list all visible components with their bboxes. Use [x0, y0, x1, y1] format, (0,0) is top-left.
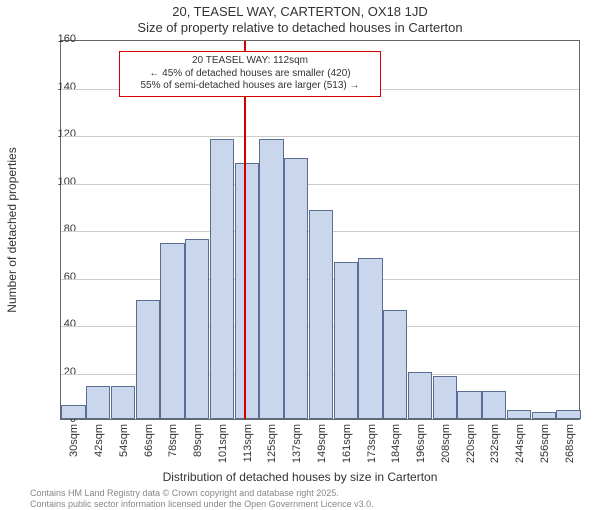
annotation-box: 20 TEASEL WAY: 112sqm← 45% of detached h…: [119, 51, 381, 97]
histogram-bar: [507, 410, 531, 420]
x-tick-label: 89sqm: [192, 424, 204, 457]
histogram-bar: [457, 391, 481, 420]
histogram-bar: [86, 386, 110, 419]
chart-title-sub: Size of property relative to detached ho…: [0, 20, 600, 35]
chart-title-main: 20, TEASEL WAY, CARTERTON, OX18 1JD: [0, 4, 600, 19]
x-tick-label: 161sqm: [341, 424, 353, 463]
histogram-bar: [556, 410, 580, 420]
histogram-bar: [383, 310, 407, 419]
footnote-line-2: Contains public sector information licen…: [30, 499, 374, 510]
histogram-bar: [136, 300, 160, 419]
x-tick-label: 54sqm: [118, 424, 130, 457]
x-tick-label: 149sqm: [316, 424, 328, 463]
plot-area: 20 TEASEL WAY: 112sqm← 45% of detached h…: [60, 40, 580, 420]
histogram-bar: [210, 139, 234, 419]
x-tick-label: 220sqm: [465, 424, 477, 463]
histogram-bar: [309, 210, 333, 419]
histogram-bar: [358, 258, 382, 420]
x-tick-label: 113sqm: [242, 424, 254, 462]
histogram-bar: [408, 372, 432, 420]
annotation-line: 20 TEASEL WAY: 112sqm: [125, 55, 375, 68]
x-tick-label: 30sqm: [68, 424, 80, 457]
histogram-bar: [532, 412, 556, 419]
histogram-bar: [284, 158, 308, 419]
y-axis-label: Number of detached properties: [5, 147, 19, 312]
x-axis-label: Distribution of detached houses by size …: [0, 470, 600, 484]
x-tick-label: 268sqm: [564, 424, 576, 463]
histogram-bar: [111, 386, 135, 419]
x-tick-label: 42sqm: [93, 424, 105, 457]
x-tick-label: 256sqm: [539, 424, 551, 463]
histogram-bar: [259, 139, 283, 419]
histogram-bar: [482, 391, 506, 420]
footnote-line-1: Contains HM Land Registry data © Crown c…: [30, 488, 339, 499]
histogram-bar: [235, 163, 259, 420]
x-tick-label: 196sqm: [415, 424, 427, 463]
x-tick-label: 78sqm: [167, 424, 179, 457]
annotation-line: ← 45% of detached houses are smaller (42…: [125, 68, 375, 81]
histogram-bar: [160, 243, 184, 419]
x-tick-label: 173sqm: [366, 424, 378, 463]
annotation-line: 55% of semi-detached houses are larger (…: [125, 80, 375, 93]
x-tick-label: 101sqm: [217, 424, 229, 463]
x-tick-label: 137sqm: [291, 424, 303, 463]
histogram-bar: [334, 262, 358, 419]
x-tick-label: 125sqm: [266, 424, 278, 463]
x-tick-label: 244sqm: [514, 424, 526, 463]
histogram-bar: [433, 376, 457, 419]
histogram-bar: [185, 239, 209, 420]
chart-container: 20, TEASEL WAY, CARTERTON, OX18 1JD Size…: [0, 0, 600, 500]
x-tick-label: 66sqm: [143, 424, 155, 457]
marker-line: [244, 41, 246, 419]
x-tick-label: 208sqm: [440, 424, 452, 463]
x-tick-label: 184sqm: [390, 424, 402, 463]
bars-group: [61, 41, 579, 419]
histogram-bar: [61, 405, 85, 419]
x-tick-label: 232sqm: [489, 424, 501, 463]
